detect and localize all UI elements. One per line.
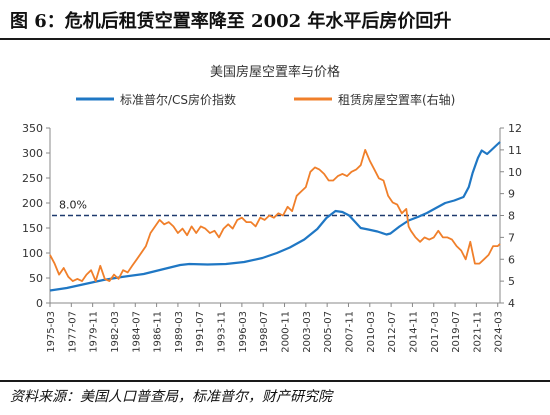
x-tick-label: 2000-11 xyxy=(281,311,292,353)
x-tick-label: 2007-11 xyxy=(344,311,355,353)
right-tick-label: 10 xyxy=(508,166,522,179)
legend-label-hpi: 标准普尔/CS房价指数 xyxy=(120,92,236,107)
source-note: 资料来源：美国人口普查局，标准普尔，财产研究院 xyxy=(10,389,332,405)
right-tick-label: 5 xyxy=(508,275,515,288)
right-tick-label: 4 xyxy=(508,297,515,310)
x-tick-label: 2024-03 xyxy=(494,311,505,353)
x-tick-label: 2003-03 xyxy=(302,311,313,353)
chart-title: 美国房屋空置率与价格 xyxy=(210,64,340,80)
left-tick-label: 50 xyxy=(29,272,43,285)
reference-line-label: 8.0% xyxy=(59,199,87,212)
right-tick-label: 8 xyxy=(508,210,515,223)
x-tick-label: 1986-11 xyxy=(153,311,164,353)
left-tick-label: 0 xyxy=(36,297,43,310)
x-tick-label: 2014-11 xyxy=(408,311,419,353)
right-tick-label: 7 xyxy=(508,231,515,244)
legend-label-vacancy: 租赁房屋空置率(右轴) xyxy=(338,92,455,107)
chart: 美国房屋空置率与价格 标准普尔/CS房价指数 租赁房屋空置率(右轴) 0 50 10… xyxy=(22,64,522,353)
x-tick-label: 2017-03 xyxy=(430,311,441,353)
x-tick-label: 1998-07 xyxy=(259,311,270,353)
x-tick-label: 1982-03 xyxy=(110,311,121,353)
x-tick-label: 2019-07 xyxy=(451,311,462,353)
series-line-hpi xyxy=(49,141,501,292)
right-y-axis: 4 5 6 7 8 9 10 11 12 xyxy=(499,122,522,310)
x-tick-label: 1975-03 xyxy=(46,311,57,353)
x-tick-label: 1993-11 xyxy=(217,311,228,353)
x-tick-label: 1977-07 xyxy=(67,311,78,353)
x-tick-label: 1984-07 xyxy=(131,311,142,353)
left-tick-label: 100 xyxy=(22,247,43,260)
left-tick-label: 250 xyxy=(22,172,43,185)
x-axis: 1975-03 1977-07 1979-11 1982-03 1984-07 1986-… xyxy=(46,302,505,353)
x-tick-label: 2010-03 xyxy=(366,311,377,353)
chart-panel: 美国房屋空置率与价格 标准普尔/CS房价指数 租赁房屋空置率(右轴) 0 50 10… xyxy=(6,52,544,372)
legend: 标准普尔/CS房价指数 租赁房屋空置率(右轴) xyxy=(76,92,455,107)
x-tick-label: 1979-11 xyxy=(89,311,100,353)
figure-title-bar: 图 6：危机后租赁空置率降至 2002 年水平后房价回升 xyxy=(0,0,550,40)
x-tick-label: 2021-11 xyxy=(472,311,483,353)
series-group xyxy=(49,141,501,292)
x-tick-label: 2012-07 xyxy=(387,311,398,353)
right-tick-label: 12 xyxy=(508,122,522,135)
left-tick-label: 200 xyxy=(22,197,43,210)
left-tick-label: 150 xyxy=(22,222,43,235)
right-tick-label: 6 xyxy=(508,253,515,266)
left-y-axis: 0 50 100 150 200 250 300 350 xyxy=(22,122,51,310)
left-tick-label: 350 xyxy=(22,122,43,135)
series-line-vacancy xyxy=(49,149,501,282)
figure-title: 图 6：危机后租赁空置率降至 2002 年水平后房价回升 xyxy=(10,11,452,32)
x-tick-label: 1996-03 xyxy=(238,311,249,353)
bottom-divider xyxy=(0,380,550,382)
left-tick-label: 300 xyxy=(22,147,43,160)
reference-line-group: 8.0% xyxy=(52,199,498,217)
x-tick-label: 2005-07 xyxy=(323,311,334,353)
x-tick-label: 1991-07 xyxy=(195,311,206,353)
right-tick-label: 11 xyxy=(508,144,522,157)
x-tick-label: 1989-03 xyxy=(174,311,185,353)
right-tick-label: 9 xyxy=(508,188,515,201)
